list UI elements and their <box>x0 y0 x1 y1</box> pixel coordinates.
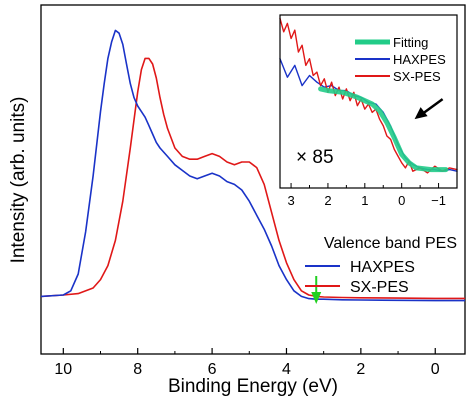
x-tick-label: 0 <box>431 361 440 378</box>
inset-x-tick-label: 0 <box>398 193 405 208</box>
x-tick-label: 6 <box>208 361 217 378</box>
inset-x-tick-label: 2 <box>324 193 331 208</box>
x-tick-label: 2 <box>356 361 365 378</box>
inset-series-line-fitting <box>318 86 449 173</box>
x-tick-label: 8 <box>133 361 142 378</box>
inset-legend-label-fitting: Fitting <box>393 35 428 50</box>
inset-x-tick-label: 3 <box>287 193 294 208</box>
legend: Valence band PES HAXPES SX-PES <box>305 235 457 296</box>
inset-legend: Fitting HAXPES SX-PES <box>352 35 456 91</box>
inset-plot: 3 2 1 0 −1 × 85 Fitting HAXPES SX-PES <box>279 14 458 208</box>
inset-plot-frame <box>279 14 458 189</box>
inset-legend-label-haxpes: HAXPES <box>393 52 446 67</box>
marker-arrow-head <box>311 292 322 304</box>
main-plot: 10 8 6 4 2 0 Binding Energy (eV) Intensity (a… <box>8 4 466 397</box>
y-axis-label: Intensity (arb. units) <box>8 97 29 264</box>
main-series-group <box>40 29 465 302</box>
x-tick-label: 4 <box>282 361 291 378</box>
legend-label-sxpes: SX-PES <box>350 279 409 296</box>
inset-annotations <box>414 98 444 120</box>
legend-label-haxpes: HAXPES <box>350 259 415 276</box>
inset-x-tick-label: 1 <box>361 193 368 208</box>
inset-arrow-head <box>414 107 428 120</box>
series-line-haxpes <box>40 29 465 302</box>
x-tick-label: 10 <box>54 361 72 378</box>
legend-title: Valence band PES <box>324 235 457 252</box>
inset-x-ticks: 3 2 1 0 −1 <box>287 183 458 208</box>
inset-scale-label: × 85 <box>296 147 334 168</box>
inset-x-tick-label: −1 <box>431 193 446 208</box>
x-axis-label: Binding Energy (eV) <box>168 376 338 397</box>
series-line-sx-pes <box>40 57 465 300</box>
main-x-ticks: 10 8 6 4 2 0 <box>54 348 440 378</box>
inset-series-group <box>279 17 458 174</box>
inset-legend-label-sxpes: SX-PES <box>393 69 441 84</box>
main-plot-frame <box>40 4 466 355</box>
